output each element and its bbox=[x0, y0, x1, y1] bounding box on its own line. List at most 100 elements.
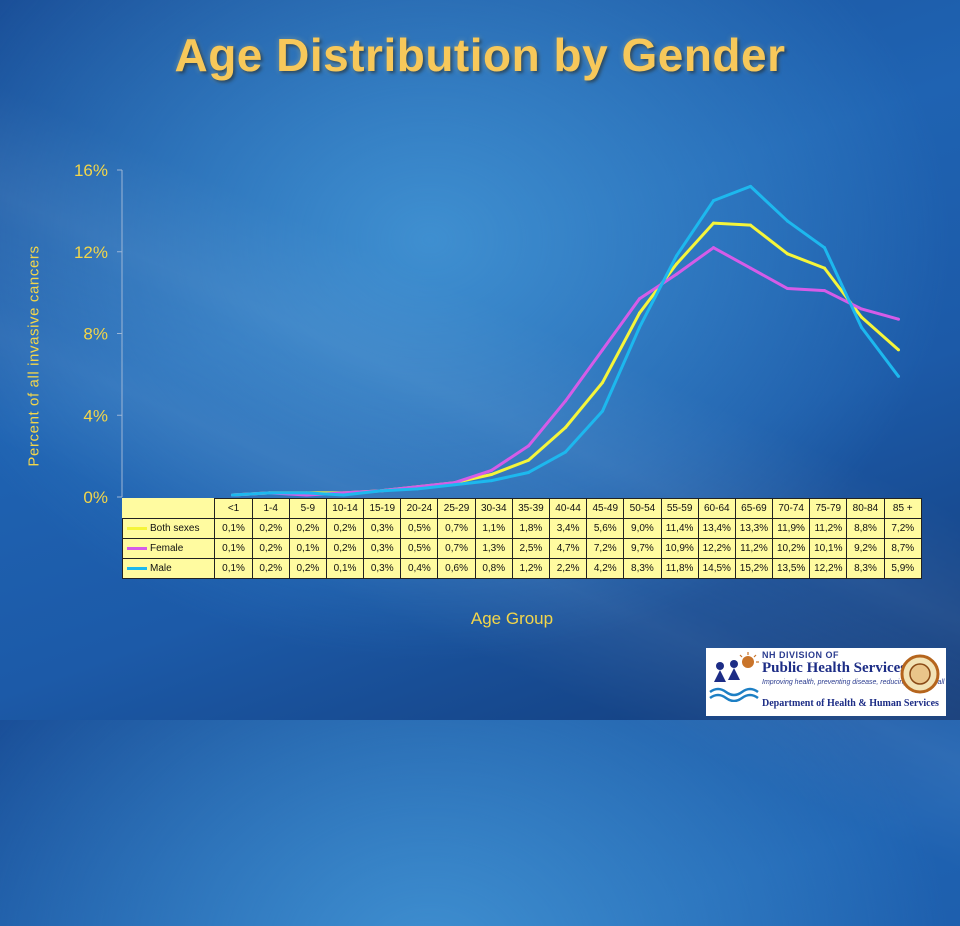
data-label: 0,3% bbox=[363, 558, 402, 579]
data-label: 0,7% bbox=[437, 538, 476, 559]
category-label: 40-44 bbox=[548, 498, 588, 519]
data-label: 0,7% bbox=[437, 518, 476, 539]
data-label: 3,4% bbox=[548, 518, 588, 539]
data-point bbox=[823, 266, 826, 270]
category-label: 5-9 bbox=[288, 498, 327, 519]
logo-line-4: Department of Health & Human Services bbox=[762, 698, 939, 709]
line-chart: 0% 4% 8% 12% 16% bbox=[74, 161, 900, 507]
data-point bbox=[342, 493, 345, 497]
data-label: 0,6% bbox=[437, 558, 476, 579]
data-label: 0,4% bbox=[400, 558, 439, 579]
data-point bbox=[675, 262, 678, 266]
data-label: 13,3% bbox=[734, 518, 774, 539]
data-label: 0,1% bbox=[325, 558, 365, 579]
data-label: 5,6% bbox=[586, 518, 625, 539]
data-label: 0,2% bbox=[325, 518, 365, 539]
y-axis-title: Percent of all invasive cancers bbox=[25, 245, 43, 467]
y-tick-label: 4% bbox=[83, 406, 108, 425]
data-point bbox=[601, 348, 604, 352]
data-point bbox=[601, 409, 604, 413]
data-point bbox=[897, 374, 900, 378]
series-line-female bbox=[232, 246, 899, 497]
data-point bbox=[638, 311, 641, 315]
data-label: 0,1% bbox=[288, 538, 327, 559]
data-point bbox=[564, 450, 567, 454]
data-label: 0,1% bbox=[214, 518, 253, 539]
data-point bbox=[416, 487, 419, 491]
data-point bbox=[638, 297, 641, 301]
legend-swatch bbox=[127, 546, 147, 550]
data-label: 11,2% bbox=[734, 538, 774, 559]
data-point bbox=[749, 223, 752, 227]
y-tick-label: 12% bbox=[74, 243, 108, 262]
data-point bbox=[823, 289, 826, 293]
data-label: 8,8% bbox=[846, 518, 885, 539]
data-label: 1,8% bbox=[511, 518, 551, 539]
category-label: 25-29 bbox=[437, 498, 476, 519]
data-label: 0,2% bbox=[251, 558, 290, 579]
data-label: 0,2% bbox=[251, 538, 290, 559]
category-label: 1-4 bbox=[251, 498, 290, 519]
data-point bbox=[490, 479, 493, 483]
data-label: 12,2% bbox=[809, 558, 848, 579]
data-label: 0,2% bbox=[288, 558, 327, 579]
data-point bbox=[860, 325, 863, 329]
state-seal-icon bbox=[900, 654, 940, 694]
category-label: 70-74 bbox=[772, 498, 811, 519]
data-label: 0,2% bbox=[251, 518, 290, 539]
data-label: 1,1% bbox=[474, 518, 513, 539]
data-point bbox=[897, 348, 900, 352]
category-label: 10-14 bbox=[325, 498, 365, 519]
series-line-both-sexes bbox=[232, 221, 900, 497]
data-point bbox=[453, 483, 456, 487]
data-point bbox=[786, 252, 789, 256]
data-label: 0,3% bbox=[363, 538, 402, 559]
data-label: 4,2% bbox=[586, 558, 625, 579]
data-label: 14,5% bbox=[697, 558, 736, 579]
data-label: 0,5% bbox=[400, 518, 439, 539]
data-point bbox=[712, 221, 715, 225]
data-table: <1 1-4 5-9 10-14 15-19 20-24 25-29 30-34 35-39 40… bbox=[121, 498, 923, 579]
y-tick-label: 16% bbox=[74, 161, 108, 180]
data-label: 15,2% bbox=[734, 558, 774, 579]
data-point bbox=[823, 246, 826, 250]
data-label: 10,1% bbox=[809, 538, 848, 559]
data-label: 0,3% bbox=[363, 518, 402, 539]
data-point bbox=[749, 266, 752, 270]
x-axis-title: Age Group bbox=[470, 609, 554, 628]
category-label: 85 + bbox=[883, 498, 923, 519]
data-label: 2,5% bbox=[511, 538, 551, 559]
data-point bbox=[860, 307, 863, 311]
logo-line-1: NH DIVISION OF bbox=[762, 650, 840, 660]
data-point bbox=[490, 468, 493, 472]
data-point bbox=[527, 458, 530, 462]
data-point bbox=[675, 254, 678, 258]
data-label: 13,4% bbox=[697, 518, 736, 539]
data-point bbox=[231, 493, 234, 497]
category-label: 20-24 bbox=[400, 498, 439, 519]
data-label: 1,2% bbox=[511, 558, 551, 579]
data-point bbox=[749, 184, 752, 188]
series-name: Female bbox=[150, 543, 184, 554]
slide-title: Age Distribution by Gender bbox=[174, 29, 786, 81]
data-label: 0,2% bbox=[325, 538, 365, 559]
data-point bbox=[564, 426, 567, 430]
category-label: 35-39 bbox=[511, 498, 551, 519]
nh-dhhs-logo: NH DIVISION OF Public Health Services Im… bbox=[706, 648, 946, 716]
data-label: 0,1% bbox=[214, 558, 253, 579]
data-label: 0,8% bbox=[474, 558, 513, 579]
data-label: 0,5% bbox=[400, 538, 439, 559]
category-label: 65-69 bbox=[734, 498, 774, 519]
data-label: 8,7% bbox=[883, 538, 923, 559]
table-corner bbox=[122, 498, 216, 519]
data-label: 11,2% bbox=[809, 518, 848, 539]
data-label: 8,3% bbox=[623, 558, 662, 579]
category-label: 75-79 bbox=[809, 498, 848, 519]
data-point bbox=[527, 444, 530, 448]
people-sun-icon bbox=[709, 652, 759, 702]
category-label: 50-54 bbox=[623, 498, 662, 519]
data-label: 7,2% bbox=[883, 518, 923, 539]
legend-swatch bbox=[127, 526, 147, 530]
data-label: 11,4% bbox=[660, 518, 699, 539]
data-point bbox=[860, 315, 863, 319]
